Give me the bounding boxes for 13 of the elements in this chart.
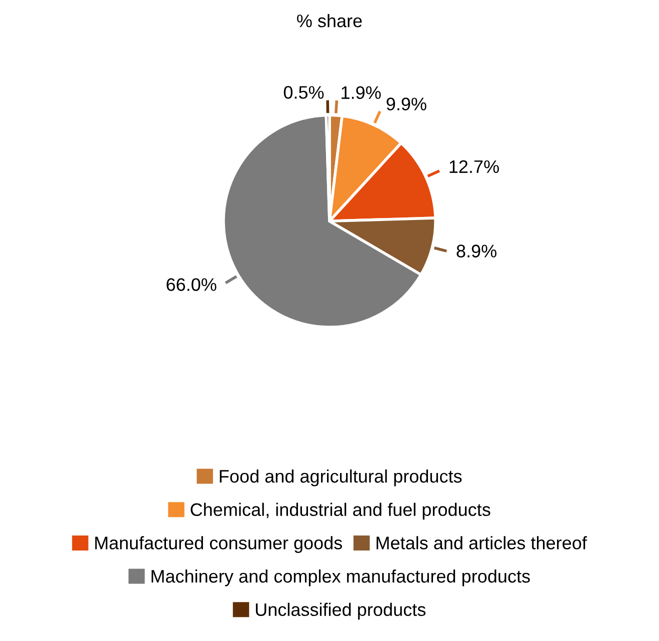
data-label: 9.9% — [386, 98, 426, 110]
data-label: 66.0% — [166, 278, 216, 291]
data-label: 12.7% — [450, 160, 499, 173]
data-label: 1.9% — [342, 86, 381, 100]
data-label: 8.9% — [456, 244, 496, 258]
legend-label: Food and agricultural products — [220, 469, 462, 486]
legend-label: Chemical, industrial and fuel products — [190, 502, 490, 520]
legend-label: Metals and articles thereof — [376, 536, 587, 550]
legend-label: Unclassified products — [256, 602, 426, 620]
legend-label: Machinery and complex manufactured products — [152, 569, 530, 586]
legend-label: Manufactured consumer goods — [95, 536, 342, 553]
data-label: 0.5% — [284, 86, 324, 99]
chart-title: % share — [297, 14, 362, 28]
